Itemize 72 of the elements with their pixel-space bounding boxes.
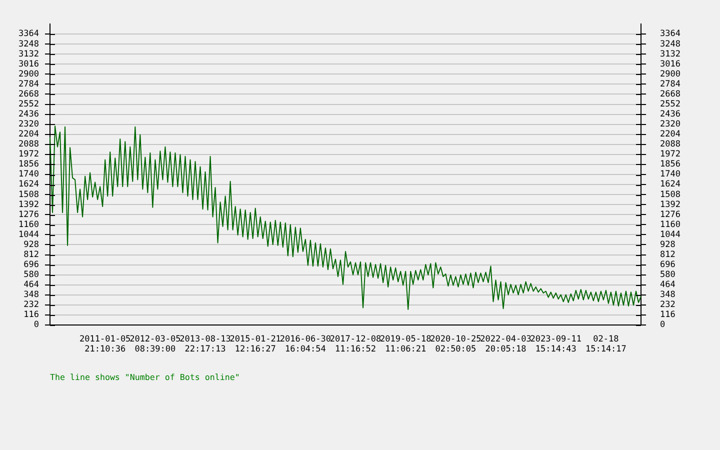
y-tick-label: 2436	[660, 110, 680, 120]
y2-tick-label: 2668	[18, 89, 39, 100]
y2-tick-label: 3248	[18, 39, 39, 50]
y2-tick-label: 696	[24, 260, 39, 270]
y2-tick-label: 1160	[18, 220, 39, 230]
y-tick-label: 3016	[660, 59, 680, 70]
y-tick-label: 2088	[660, 140, 680, 150]
y2-tick-label: 1044	[18, 230, 39, 240]
y-tick-label: 2320	[660, 120, 680, 130]
y2-tick-label: 464	[24, 280, 39, 290]
y2-tick-label: 1624	[18, 180, 39, 190]
y2-tick-label: 2436	[18, 110, 39, 120]
x-tick-label: 2016-06-30 16:04:54	[280, 334, 332, 355]
text: The line shows "Number of Bots online"	[50, 372, 240, 382]
y-tick-label: 1856	[660, 160, 680, 170]
y-tick-label: 1044	[660, 230, 680, 240]
x-tick-label: 2023-09-11 15:14:43	[530, 334, 582, 355]
y-tick-label: 1508	[660, 190, 680, 200]
y-tick-label: 1392	[660, 200, 680, 210]
x-tick-label: 2013-08-13 22:17:13	[180, 334, 231, 355]
y2-tick-label: 2320	[18, 120, 39, 130]
y2-tick-label: 0	[34, 320, 39, 330]
y-tick-label: 2784	[660, 79, 680, 90]
y-tick-label: 3364	[660, 29, 680, 40]
y2-tick-label: 1972	[18, 150, 39, 160]
y-tick-label: 3132	[660, 49, 680, 60]
y2-tick-label: 116	[24, 310, 39, 320]
y-tick-label: 928	[660, 240, 676, 250]
y2-tick-label: 2900	[18, 69, 39, 80]
x-tick-label: 2015-01-21 12:16:27	[230, 334, 281, 355]
y2-tick-label: 1740	[18, 170, 39, 180]
y2-tick-label: 3132	[18, 49, 39, 60]
y2-tick-label: 2204	[18, 130, 39, 140]
y2-tick-label: 1276	[18, 210, 39, 220]
y2-tick-label: 2552	[18, 99, 39, 110]
y-tick-label: 1624	[660, 180, 680, 190]
x-tick-label: 2012-03-05 08:39:00	[130, 334, 181, 355]
y-tick-label: 812	[660, 250, 676, 260]
x-tick-label: 2011-01-05 21:10:36	[80, 334, 131, 355]
y-tick-label: 464	[660, 280, 676, 290]
y-tick-label: 3248	[660, 39, 680, 50]
y2-tick-label: 348	[24, 290, 39, 300]
y2-tick-label: 3364	[18, 29, 39, 40]
y-tick-label: 2204	[660, 130, 680, 140]
x-tick-label: 2017-12-08 11:16:52	[330, 334, 382, 355]
y-tick-label: 1160	[660, 220, 680, 230]
y2-tick-label: 1508	[18, 190, 39, 200]
y2-tick-label: 1856	[18, 160, 39, 170]
y2-tick-label: 580	[24, 270, 39, 280]
y-tick-label: 2552	[660, 99, 680, 110]
y-tick-label: 2668	[660, 89, 680, 100]
y2-tick-label: 928	[24, 240, 39, 250]
y2-tick-label: 2088	[18, 140, 39, 150]
x-tick-label: 2020-10-25 02:50:05	[430, 334, 482, 355]
y-tick-label: 232	[660, 300, 676, 310]
x-tick-label: 2022-04-03 20:05:18	[480, 334, 532, 355]
y2-tick-label: 232	[24, 300, 39, 310]
y-tick-label: 116	[660, 310, 676, 320]
y-tick-label: 1740	[660, 170, 680, 180]
y-tick-label: 348	[660, 290, 676, 300]
y-tick-label: 580	[660, 270, 676, 280]
y-tick-label: 1276	[660, 210, 680, 220]
y2-tick-label: 3016	[18, 59, 39, 70]
y-tick-label: 0	[660, 320, 666, 330]
x-tick-label: 2019-05-18 11:06:21	[380, 334, 432, 355]
y2-tick-label: 1392	[18, 200, 39, 210]
y2-tick-label: 2784	[18, 79, 39, 90]
x-tick-label: 02-18 15:14:17	[585, 334, 626, 355]
y-tick-label: 696	[660, 260, 676, 270]
y-tick-label: 1972	[660, 150, 680, 160]
y2-tick-label: 812	[24, 250, 39, 260]
y-tick-label: 2900	[660, 69, 680, 80]
